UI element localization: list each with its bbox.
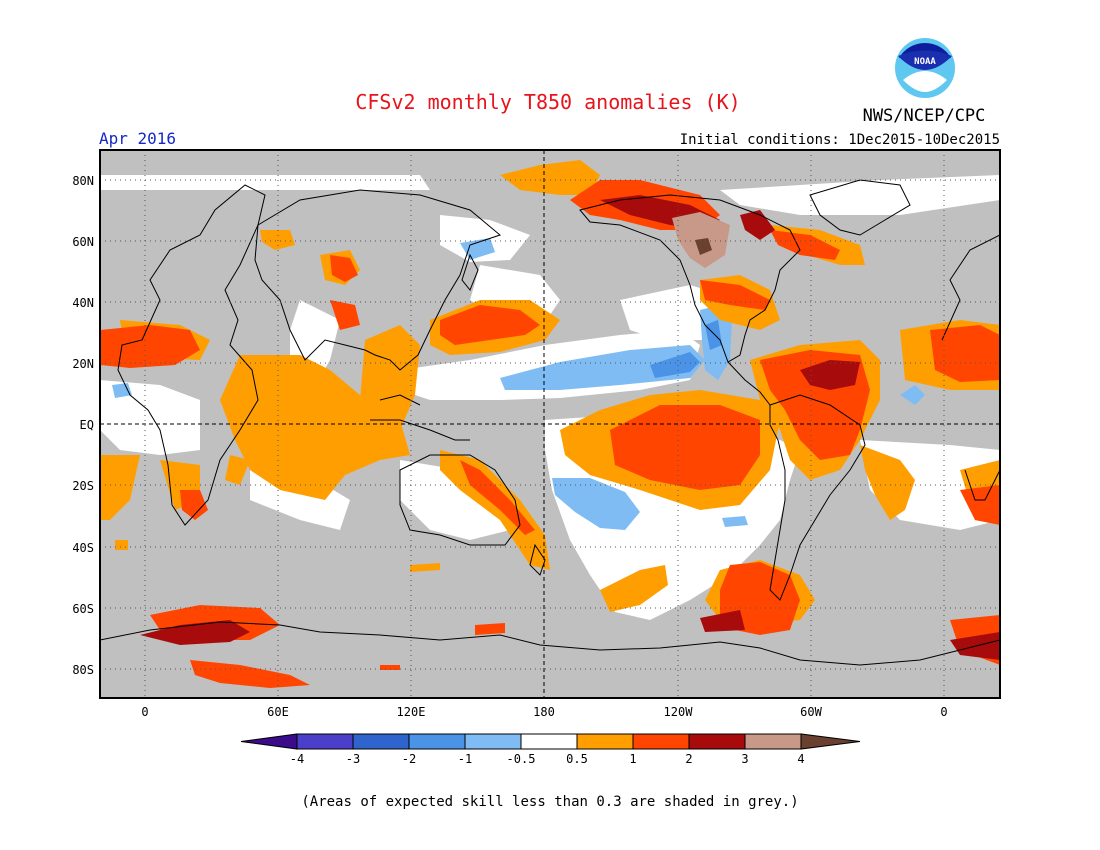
lat-label: 60N	[72, 235, 94, 249]
latitude-labels: 80N 60N 40N 20N EQ 20S 40S 60S 80S	[72, 174, 94, 677]
indonesia-coast	[370, 394, 470, 441]
org-label: NWS/NCEP/CPC	[863, 106, 986, 126]
colorbar-bin	[744, 733, 802, 750]
above-max-regions	[695, 238, 712, 255]
australia-coast	[399, 454, 521, 546]
lon-label: 180	[533, 705, 555, 719]
colorbar-arrow-max	[800, 733, 861, 750]
initial-conditions: Initial conditions: 1Dec2015-10Dec2015	[680, 132, 1000, 148]
colorbar-tick-label: -3	[346, 752, 360, 766]
south-america-coast	[769, 394, 866, 601]
lat-label: 60S	[72, 602, 94, 616]
forecast-period: Apr 2016	[99, 129, 176, 148]
lat-label: 20S	[72, 479, 94, 493]
central-america-coast	[727, 361, 771, 406]
lat-label: 80S	[72, 663, 94, 677]
colorbar-bin	[352, 733, 410, 750]
colorbar-tick-label: -2	[402, 752, 416, 766]
graticule	[100, 150, 1000, 698]
colorbar-tick-label: 3	[741, 752, 748, 766]
greenland-coast	[809, 179, 911, 236]
equator-dateline	[100, 150, 1000, 698]
longitude-labels: 0 60E 120E 180 120W 60W 0	[141, 705, 947, 719]
colorbar-bin	[688, 733, 746, 750]
lon-label: 60W	[800, 705, 822, 719]
north-america-coast	[579, 194, 801, 363]
colorbar-tick-label: -0.5	[507, 752, 536, 766]
europe-africa-coast	[117, 184, 266, 526]
colorbar-tick-label: -4	[290, 752, 304, 766]
japan-coast	[461, 253, 479, 291]
noaa-logo-text: NOAA	[914, 57, 936, 67]
colorbar-bin	[408, 733, 466, 750]
lon-label: 0	[940, 705, 947, 719]
colorbar-tick-label: 4	[797, 752, 804, 766]
colorbar-bin	[464, 733, 522, 750]
colorbar-tick-label: 1	[629, 752, 636, 766]
colorbar: -4 -3 -2 -1 -0.5 0.5 1 2 3 4	[240, 733, 861, 766]
moderate-cool-regions	[650, 320, 722, 378]
coastlines	[100, 179, 1000, 666]
map-frame	[99, 149, 1001, 699]
lon-label: 120W	[664, 705, 694, 719]
colorbar-bin	[296, 733, 354, 750]
figure-title: CFSv2 monthly T850 anomalies (K)	[355, 90, 740, 114]
colorbar-bin	[632, 733, 690, 750]
noaa-logo: NOAA	[895, 38, 955, 98]
colorbar-tick-label: 0.5	[566, 752, 588, 766]
lat-label: 80N	[72, 174, 94, 188]
near-normal-regions	[100, 175, 1000, 620]
lon-label: 60E	[267, 705, 289, 719]
lat-label: 40N	[72, 296, 94, 310]
skill-note: (Areas of expected skill less than 0.3 a…	[301, 794, 798, 810]
anomaly-map	[100, 150, 1000, 698]
lon-label: 0	[141, 705, 148, 719]
lat-label: 20N	[72, 357, 94, 371]
colorbar-tick-label: 2	[685, 752, 692, 766]
lat-label: EQ	[80, 418, 94, 432]
asia-coast	[254, 189, 502, 371]
colorbar-tick-label: -1	[458, 752, 472, 766]
colorbar-arrow-min	[240, 733, 298, 750]
colorbar-bin	[520, 733, 578, 750]
cool-anomaly-regions	[112, 238, 925, 530]
new-zealand-coast	[529, 543, 546, 576]
lon-label: 120E	[397, 705, 426, 719]
antarctica-coast	[100, 621, 1000, 666]
lat-label: 40S	[72, 541, 94, 555]
strong-warm-regions	[100, 180, 1000, 688]
colorbar-bin	[576, 733, 634, 750]
